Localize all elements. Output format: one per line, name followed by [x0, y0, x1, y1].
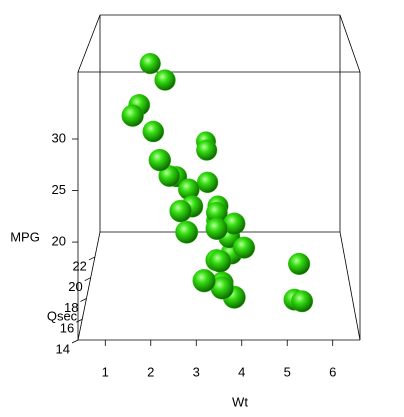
point [232, 236, 256, 259]
y-tick-label: 16 [60, 321, 74, 336]
point [205, 217, 228, 240]
point [142, 120, 165, 143]
point [121, 104, 144, 127]
point [196, 171, 219, 193]
x-tick-label: 3 [193, 364, 200, 379]
x-tick-label: 5 [284, 364, 291, 379]
point [139, 53, 161, 75]
y-tick [88, 256, 96, 261]
y-tick [76, 318, 83, 323]
x-tick-label: 2 [147, 364, 154, 379]
box-edge [339, 231, 361, 341]
y-tick [71, 339, 79, 344]
box-edge [339, 14, 361, 73]
y-axis-label: Qsec [47, 308, 78, 323]
point [175, 220, 199, 244]
box-edge [77, 14, 101, 73]
y-tick-label: 18 [64, 300, 78, 315]
y-tick-label: 22 [72, 258, 86, 273]
point [291, 290, 314, 313]
point [148, 148, 171, 172]
z-tick-label: 30 [52, 130, 66, 145]
z-tick-label: 25 [52, 182, 66, 197]
box-edge [77, 231, 101, 341]
x-tick-label: 1 [102, 364, 109, 379]
z-axis-label: MPG [10, 229, 40, 244]
point [209, 250, 232, 273]
z-tick-label: 20 [52, 234, 66, 249]
point [288, 252, 311, 275]
y-tick [84, 277, 91, 282]
y-tick [80, 298, 87, 302]
point [196, 139, 218, 161]
y-tick-label: 20 [68, 279, 82, 294]
x-axis-label: Wt [232, 394, 248, 409]
point [192, 269, 216, 293]
y-tick-label: 14 [56, 341, 70, 356]
x-tick-label: 6 [329, 364, 336, 379]
point [169, 199, 192, 223]
x-tick-label: 4 [238, 364, 245, 379]
point [154, 69, 176, 91]
